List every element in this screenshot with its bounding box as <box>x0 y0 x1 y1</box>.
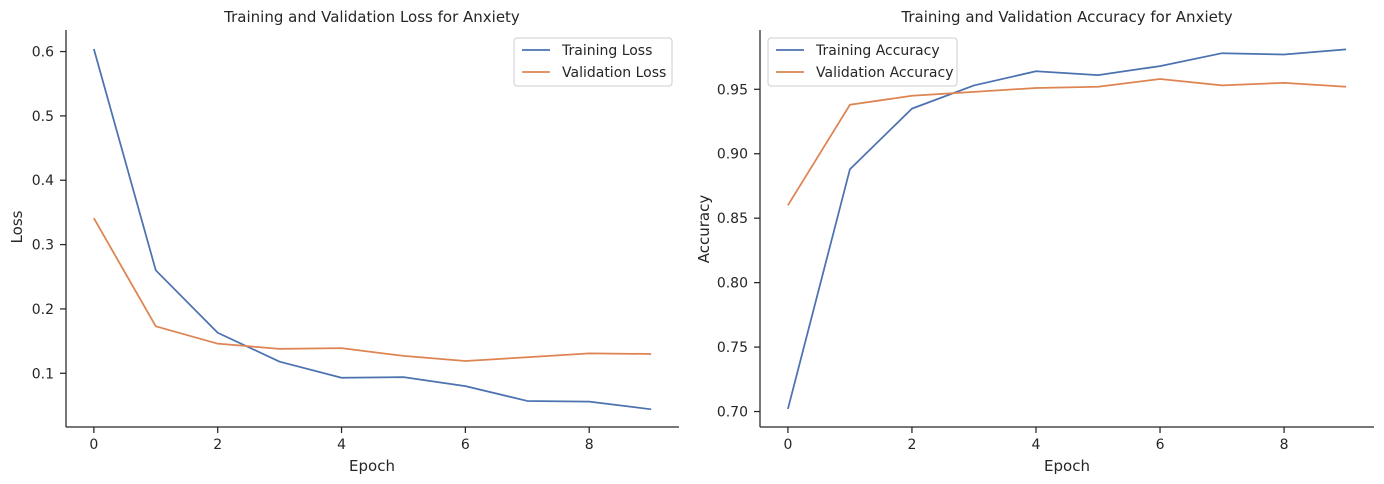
loss-y-tick-label: 0.5 <box>32 109 54 125</box>
accuracy-legend: Training Accuracy Validation Accuracy <box>767 37 958 87</box>
accuracy-x-axis-label: Epoch <box>1044 457 1090 475</box>
accuracy-x-tick-label: 4 <box>1032 437 1041 453</box>
accuracy-y-tick-label: 0.85 <box>717 211 748 227</box>
accuracy-y-axis-label: Accuracy <box>695 195 713 264</box>
loss-x-tick-label: 8 <box>585 437 594 453</box>
loss-series-line-1 <box>93 217 652 362</box>
loss-x-tick-label: 4 <box>337 437 346 453</box>
accuracy-series-line-0 <box>787 48 1347 410</box>
loss-chart-title: Training and Validation Loss for Anxiety <box>223 8 520 26</box>
accuracy-y-tick-label: 0.90 <box>717 147 748 163</box>
loss-legend-frame <box>513 37 673 87</box>
loss-y-tick-label: 0.1 <box>32 366 54 382</box>
loss-chart: Training and Validation Loss for Anxiety… <box>8 8 679 475</box>
loss-x-tick-label: 0 <box>89 437 98 453</box>
accuracy-chart: Training and Validation Accuracy for Anx… <box>695 8 1374 475</box>
loss-legend-label-0: Training Loss <box>561 43 652 59</box>
loss-y-axis-label: Loss <box>8 210 26 243</box>
loss-y-tick-label: 0.2 <box>32 302 54 318</box>
accuracy-y-tick-label: 0.95 <box>717 82 748 98</box>
loss-legend-label-1: Validation Loss <box>562 65 666 81</box>
accuracy-legend-frame <box>767 37 958 87</box>
accuracy-y-tick-label: 0.75 <box>717 340 748 356</box>
accuracy-x-tick-label: 8 <box>1280 437 1289 453</box>
loss-x-axis-label: Epoch <box>349 457 395 475</box>
accuracy-x-tick-label: 2 <box>907 437 916 453</box>
accuracy-x-tick-label: 6 <box>1156 437 1165 453</box>
accuracy-series-line-1 <box>787 78 1347 206</box>
loss-x-tick-label: 2 <box>213 437 222 453</box>
loss-plot-area: 0 2 4 6 8 0.1 0.2 0.3 0.4 0.5 0.6 Training Loss Vali… <box>32 30 679 453</box>
loss-y-tick-label: 0.3 <box>32 238 54 254</box>
accuracy-legend-label-1: Validation Accuracy <box>816 65 954 81</box>
accuracy-x-tick-label: 0 <box>783 437 792 453</box>
accuracy-legend-label-0: Training Accuracy <box>815 43 940 59</box>
accuracy-plot-area: 0 2 4 6 8 0.70 0.75 0.80 0.85 0.90 0.95 Training Ac… <box>717 30 1374 453</box>
loss-x-tick-label: 6 <box>461 437 470 453</box>
accuracy-y-tick-label: 0.80 <box>717 276 748 292</box>
accuracy-chart-title: Training and Validation Accuracy for Anx… <box>900 8 1232 26</box>
loss-legend: Training Loss Validation Loss <box>513 37 673 87</box>
accuracy-y-tick-label: 0.70 <box>717 405 748 421</box>
loss-series-line-0 <box>93 48 652 411</box>
loss-y-tick-label: 0.4 <box>32 173 54 189</box>
loss-y-tick-label: 0.6 <box>32 45 54 61</box>
